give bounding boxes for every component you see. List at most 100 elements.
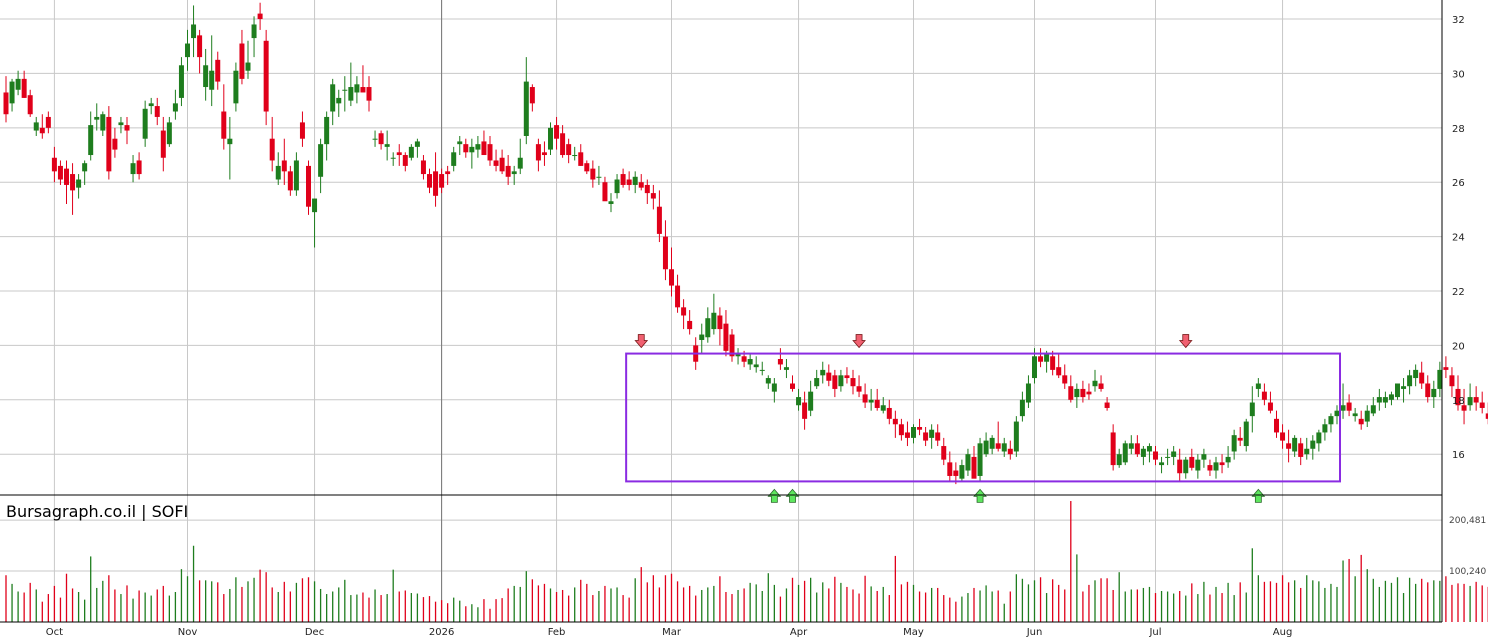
candle-body [984, 441, 989, 455]
candle-body [173, 103, 178, 111]
candle-body [451, 152, 456, 166]
candle-body [645, 185, 650, 193]
candle-body [1032, 356, 1037, 378]
candle-body [1480, 403, 1485, 408]
candle-body [463, 144, 468, 152]
candle-body [560, 133, 565, 155]
price-tick-label: 18 [1452, 396, 1465, 407]
candle-body [766, 378, 771, 383]
candle-body [1171, 451, 1176, 456]
date-tick-label: Feb [548, 627, 566, 637]
candle-body [1341, 405, 1346, 410]
candle-body [94, 117, 99, 120]
candle-body [125, 125, 130, 130]
candle-body [512, 171, 517, 174]
candle-body [1123, 443, 1128, 462]
candle-body [367, 87, 372, 101]
candle-body [34, 122, 39, 130]
candle-body [1099, 383, 1104, 388]
candle-body [306, 166, 311, 207]
candle-body [1322, 424, 1327, 432]
candle-body [965, 454, 970, 470]
candle-body [590, 169, 595, 180]
candle-body [1062, 375, 1067, 383]
candle-body [1328, 416, 1333, 424]
candle-body [1159, 462, 1164, 465]
candle-body [100, 114, 105, 130]
candle-body [1080, 389, 1085, 397]
candle-body [391, 158, 396, 159]
candle-body [1468, 397, 1473, 405]
candle-body [1056, 367, 1061, 375]
candle-body [639, 182, 644, 187]
candle-body [1220, 462, 1225, 465]
candle-body [385, 144, 390, 147]
candle-body [88, 125, 93, 155]
candle-body [415, 141, 420, 146]
candle-body [1238, 438, 1243, 441]
candle-body [790, 383, 795, 388]
candle-body [294, 160, 299, 190]
candle-body [300, 122, 305, 138]
candle-body [953, 471, 958, 476]
candle-body [506, 166, 511, 177]
candle-body [627, 180, 632, 185]
price-tick-label: 26 [1452, 178, 1465, 189]
candle-body [1020, 400, 1025, 416]
candle-body [500, 158, 505, 172]
candle-body [760, 370, 765, 371]
candle-body [905, 432, 910, 437]
candle-body [1419, 373, 1424, 384]
candle-body [1262, 392, 1267, 400]
candle-body [796, 397, 801, 405]
candle-body [621, 174, 626, 185]
candle-body [155, 106, 160, 117]
candle-body [1371, 405, 1376, 413]
candle-body [282, 160, 287, 171]
candle-body [863, 394, 868, 402]
candle-body [58, 166, 63, 180]
candle-body [748, 359, 753, 364]
candle-body [22, 79, 27, 98]
candle-body [131, 163, 136, 174]
candle-body [844, 375, 849, 378]
candle-body [221, 112, 226, 139]
candle-body [197, 35, 202, 57]
candle-body [1002, 443, 1007, 451]
candle-body [826, 373, 831, 381]
candle-body [112, 139, 117, 150]
candle-body [481, 141, 486, 155]
volume-tick-label: 200,481 [1449, 516, 1486, 526]
candle-body [875, 400, 880, 408]
candle-body [427, 174, 432, 188]
candle-body [941, 446, 946, 460]
candle-body [1074, 389, 1079, 397]
candle-body [1359, 419, 1364, 424]
candle-body [227, 139, 232, 144]
candle-body [1014, 422, 1019, 452]
candle-body [185, 44, 190, 58]
candle-body [1401, 386, 1406, 389]
candle-body [167, 122, 172, 144]
candle-body [246, 63, 251, 71]
candle-body [1474, 397, 1479, 402]
candle-body [1335, 411, 1340, 416]
candle-body [1068, 386, 1073, 400]
candle-body [1050, 356, 1055, 370]
candle-body [935, 432, 940, 440]
candle-body [1153, 451, 1158, 459]
candle-body [1195, 460, 1200, 471]
candle-body [578, 152, 583, 166]
candle-body [554, 125, 559, 139]
candle-body [1310, 441, 1315, 449]
candle-body [1105, 403, 1110, 408]
candle-body [1286, 443, 1291, 448]
candle-body [947, 462, 952, 476]
candle-body [881, 405, 886, 410]
candle-body [699, 335, 704, 340]
candle-body [4, 92, 9, 114]
candle-body [832, 375, 837, 389]
candle-body [1129, 443, 1134, 448]
candle-body [911, 427, 916, 438]
